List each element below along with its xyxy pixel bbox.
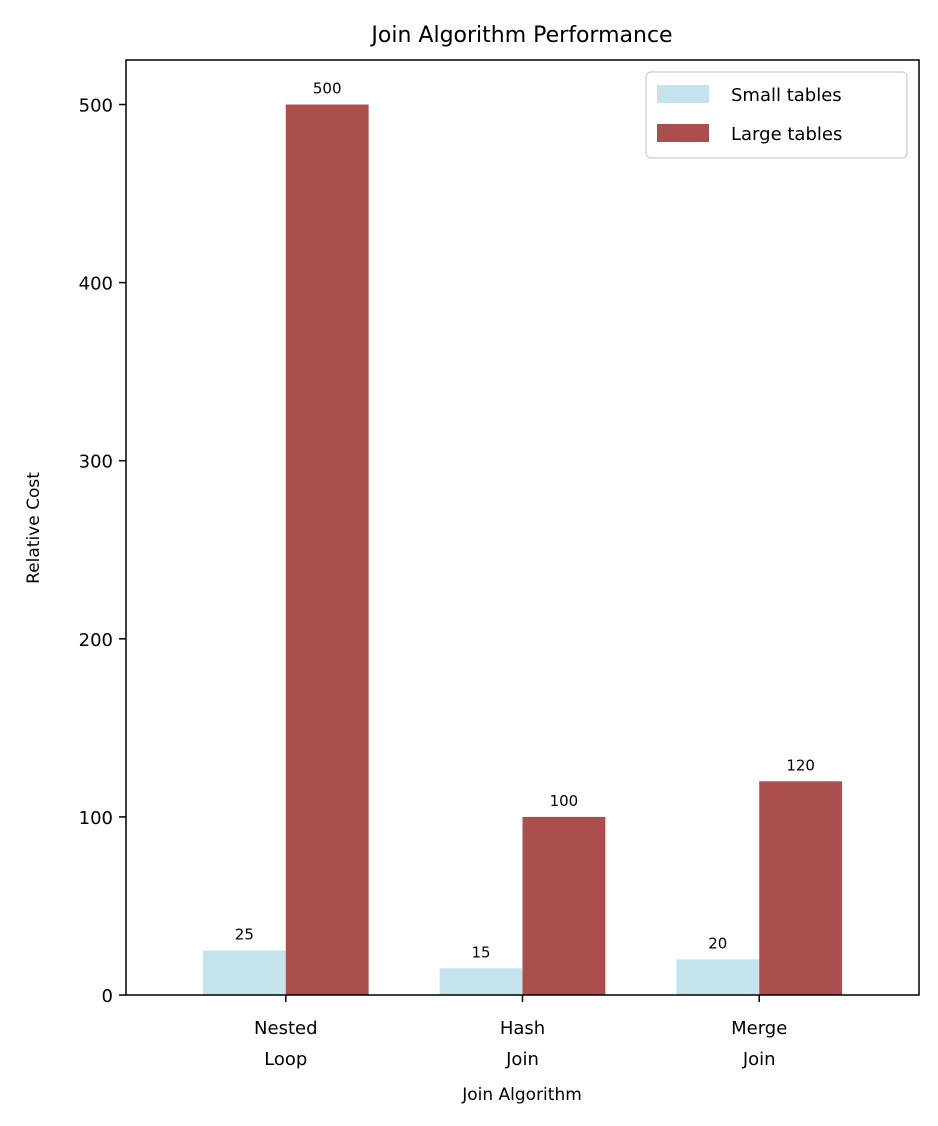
x-tick-label-line: Join <box>505 1049 539 1070</box>
legend-label-large: Large tables <box>731 124 842 145</box>
bar-small-2 <box>676 959 760 995</box>
chart-title: Join Algorithm Performance <box>369 23 672 48</box>
legend-swatch-large <box>657 124 709 142</box>
legend: Small tables Large tables <box>645 71 908 159</box>
bar-value-label: 25 <box>235 925 254 943</box>
x-tick-label-line: Nested <box>254 1018 317 1039</box>
x-tick-label-line: Join <box>742 1049 776 1070</box>
bar-small-0 <box>202 950 286 995</box>
x-tick-label: Nested Loop <box>254 1018 317 1070</box>
bar-large-0 <box>285 104 369 996</box>
x-tick-label-line: Loop <box>264 1049 307 1070</box>
y-tick-label: 400 <box>79 274 113 295</box>
x-tick-label: Hash Join <box>500 1018 545 1070</box>
legend-box <box>645 71 908 159</box>
y-tick-label: 500 <box>79 96 113 117</box>
y-axis-label: Relative Cost <box>24 472 44 584</box>
x-axis: Nested Loop Hash Join Merge Join <box>254 995 787 1070</box>
bar-value-label: 15 <box>472 943 491 961</box>
x-tick-label: Merge Join <box>731 1018 787 1070</box>
bar-value-label: 100 <box>550 792 579 810</box>
x-axis-label: Join Algorithm <box>461 1085 582 1105</box>
bar-value-label: 120 <box>786 756 815 774</box>
legend-label-small: Small tables <box>731 85 842 106</box>
y-axis: 0 100 200 300 400 500 <box>79 96 126 1007</box>
x-tick-label-line: Hash <box>500 1018 545 1039</box>
bar-small-1 <box>439 968 523 995</box>
y-tick-label: 100 <box>79 808 113 829</box>
legend-swatch-small <box>657 85 709 103</box>
y-tick-label: 200 <box>79 630 113 651</box>
x-tick-label-line: Merge <box>731 1018 787 1039</box>
value-labels-layer: 25 15 20 500 100 120 <box>235 80 815 962</box>
bars-layer <box>202 104 843 996</box>
bar-value-label: 500 <box>313 80 342 98</box>
y-tick-label: 300 <box>79 452 113 473</box>
bar-large-1 <box>522 816 606 995</box>
bar-value-label: 20 <box>708 934 727 952</box>
bar-large-2 <box>759 781 843 995</box>
plot-frame <box>125 59 920 996</box>
y-tick-label: 0 <box>102 986 113 1007</box>
